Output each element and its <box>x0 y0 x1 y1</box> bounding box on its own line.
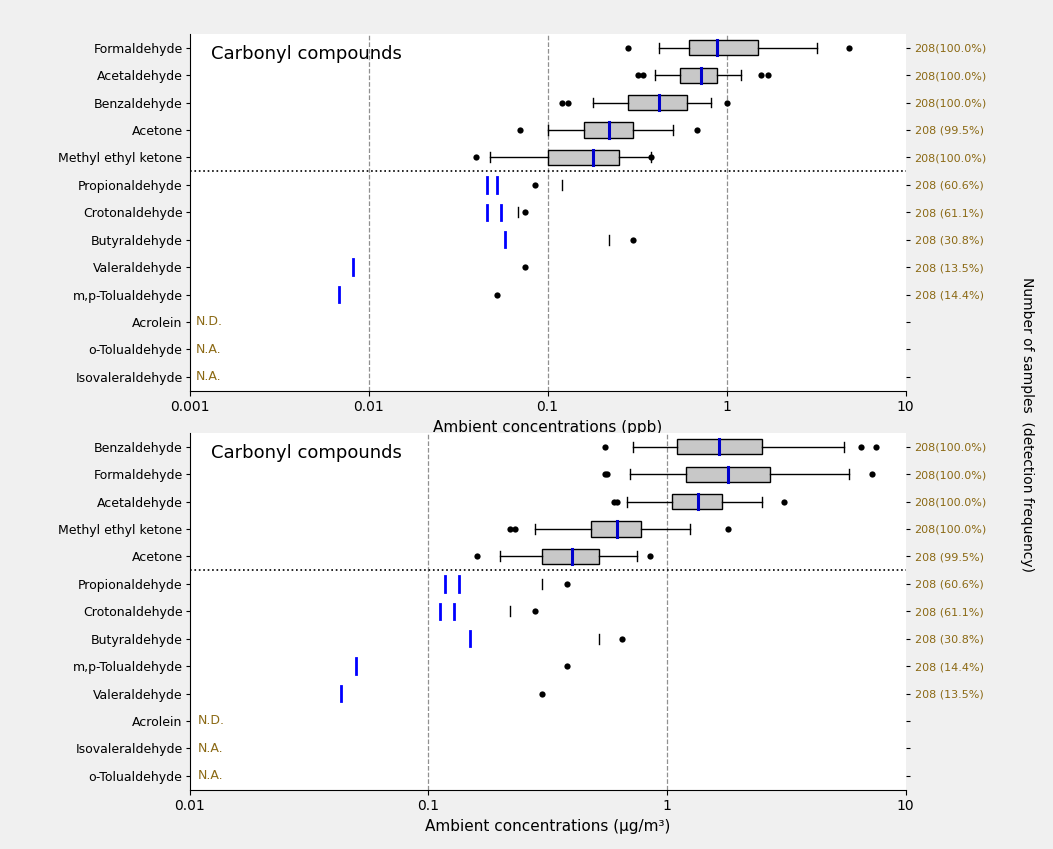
X-axis label: Ambient concentrations (ppb): Ambient concentrations (ppb) <box>433 419 662 435</box>
Bar <box>672 494 722 509</box>
Bar <box>584 122 633 138</box>
Text: N.A.: N.A. <box>196 343 221 356</box>
Text: N.A.: N.A. <box>196 370 221 384</box>
Bar <box>680 68 717 82</box>
Bar <box>591 521 641 537</box>
Text: Carbonyl compounds: Carbonyl compounds <box>211 45 402 63</box>
Text: N.D.: N.D. <box>198 715 224 728</box>
Bar <box>690 40 758 55</box>
Bar <box>677 439 762 454</box>
Text: N.A.: N.A. <box>198 742 223 755</box>
Text: N.D.: N.D. <box>196 316 222 329</box>
Bar <box>542 549 599 564</box>
Text: Carbonyl compounds: Carbonyl compounds <box>211 444 402 462</box>
Bar <box>548 149 619 165</box>
Text: N.A.: N.A. <box>198 769 223 783</box>
Bar <box>628 95 687 110</box>
X-axis label: Ambient concentrations (μg/m³): Ambient concentrations (μg/m³) <box>424 818 671 834</box>
Text: Number of samples  (detection frequency): Number of samples (detection frequency) <box>1019 277 1034 572</box>
Bar <box>686 467 770 481</box>
